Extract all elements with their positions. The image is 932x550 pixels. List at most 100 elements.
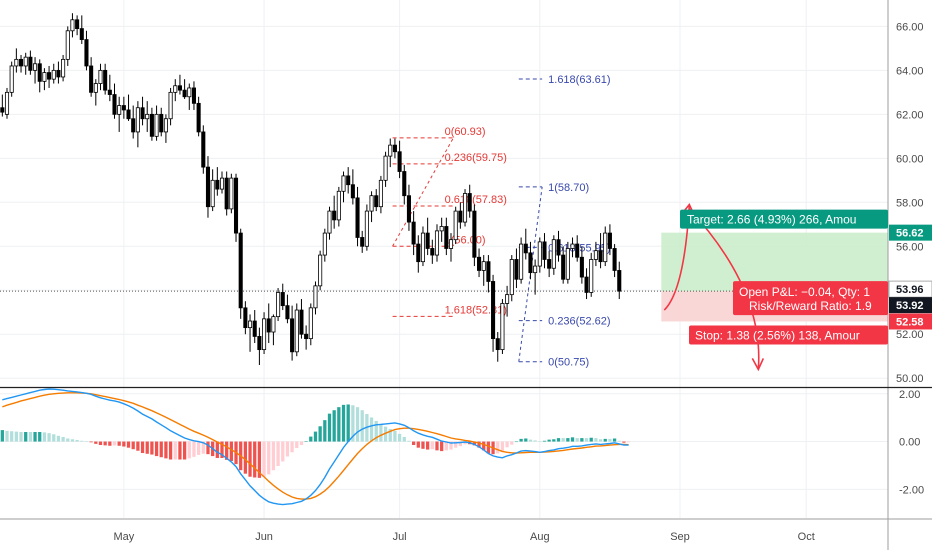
macd-histogram-bar: [299, 441, 304, 445]
candle-down: [374, 195, 379, 208]
macd-histogram-bar: [192, 441, 196, 457]
macd-histogram-bar: [24, 432, 28, 442]
candle-up: [33, 63, 38, 71]
candle-down: [191, 87, 196, 104]
candle-up: [276, 292, 281, 318]
fib-red-trend-line[interactable]: [392, 137, 454, 247]
fib-blue-level-label: 0(50.75): [548, 357, 589, 369]
candle-up: [369, 195, 374, 212]
candle-down: [547, 259, 552, 269]
candle-up: [509, 259, 514, 296]
candle-down: [556, 239, 561, 256]
macd-histogram-bar: [388, 428, 392, 442]
price-tick-label: 64.00: [896, 65, 924, 77]
candle-up: [262, 318, 267, 351]
macd-histogram-bar: [243, 441, 248, 474]
macd-histogram-bar: [108, 441, 112, 446]
macd-histogram-bar: [533, 440, 537, 442]
time-tick-label: Sep: [670, 531, 690, 543]
macd-histogram-bar: [575, 438, 579, 442]
macd-histogram-bar: [168, 441, 173, 460]
candle-down: [280, 292, 285, 307]
candle-down: [360, 237, 365, 247]
candle-up: [145, 113, 150, 120]
candle-down: [542, 241, 547, 260]
macd-histogram-bar: [477, 441, 481, 448]
pnl-label-box: [733, 281, 888, 316]
candle-up: [23, 56, 28, 67]
macd-histogram-bar: [538, 441, 542, 443]
candle-up: [336, 190, 341, 221]
macd-histogram-bar: [393, 430, 397, 442]
candle-down: [177, 85, 182, 91]
macd-histogram-bar: [407, 440, 411, 442]
candle-down: [252, 320, 257, 337]
macd-histogram-bar: [47, 433, 51, 442]
candle-up: [248, 320, 253, 329]
candle-down: [528, 252, 533, 274]
candle-down: [103, 69, 108, 91]
price-axis-labels[interactable]: 66.0064.0062.0060.0058.0056.0054.0052.00…: [896, 21, 924, 385]
macd-histogram-bar: [94, 441, 98, 444]
macd-histogram-bar: [201, 441, 205, 454]
macd-histogram-bar: [519, 438, 523, 442]
candle-down: [238, 232, 243, 309]
candle-up: [219, 177, 225, 190]
last-price-badge-box: [889, 297, 932, 314]
candle-down: [332, 210, 337, 221]
price-badges: 56.62 53.96 53.92 52.58: [888, 224, 932, 330]
macd-histogram-bar: [304, 441, 308, 442]
macd-histogram-bar: [496, 441, 500, 454]
candle-down: [425, 232, 430, 249]
macd-axis-labels[interactable]: 2.00 0.00 -2.00: [899, 389, 924, 497]
macd-histogram-bar: [5, 430, 9, 442]
candle-up: [519, 243, 524, 280]
candle-down: [584, 276, 589, 293]
macd-histogram-bar: [472, 441, 477, 446]
target-price-badge-text: 56.62: [896, 228, 924, 240]
candle-up: [420, 232, 426, 263]
candle-up: [448, 239, 454, 249]
candle-down: [304, 333, 309, 340]
candle-up: [313, 285, 318, 309]
candle-down: [89, 65, 94, 93]
candle-down: [486, 261, 491, 282]
candle-up: [294, 309, 299, 353]
fib-red-level-label: 0(60.93): [445, 126, 486, 138]
candle-down: [444, 226, 449, 249]
target-label-text: Target: 2.66 (4.93%) 266, Amou: [687, 213, 856, 227]
candle-up: [229, 177, 234, 210]
price-tick-label: 62.00: [896, 109, 924, 121]
candle-down: [79, 28, 84, 40]
macd-histogram-bar: [206, 441, 210, 455]
price-tick-label: 60.00: [896, 153, 924, 165]
candle-down: [182, 89, 187, 98]
target-price-badge-box: [889, 224, 932, 241]
entry-price-badge-text: 53.96: [896, 284, 924, 296]
candle-down: [467, 193, 472, 212]
time-axis-labels[interactable]: May Jun Jul Aug Sep Oct: [113, 531, 814, 543]
candle-down: [149, 113, 154, 137]
candle-up: [565, 248, 570, 280]
macd-histogram-bar: [379, 423, 383, 442]
candle-up: [533, 265, 538, 274]
time-tick-label: Jun: [255, 531, 273, 543]
macd-histogram-bar: [486, 441, 491, 454]
macd-histogram-bar: [514, 441, 519, 443]
macd-histogram-bar: [126, 441, 131, 448]
macd-histogram-bar: [75, 440, 79, 442]
fib-red-level-label: 1.618(52.81): [445, 304, 507, 316]
candle-up: [570, 243, 575, 249]
macd-histogram-bar: [482, 441, 486, 451]
macd-histogram-bar: [220, 441, 224, 458]
fib-blue-trend-line[interactable]: [518, 186, 543, 362]
macd-histogram-bar: [10, 431, 14, 442]
candle-down: [215, 179, 220, 190]
candle-up: [537, 241, 542, 267]
macd-histogram-bar: [61, 436, 65, 442]
candle-down: [406, 195, 411, 223]
price-tick-label: 50.00: [896, 373, 924, 385]
down-arrow-head: [751, 358, 765, 372]
fib-red-level-label: 0.236(59.75): [445, 152, 507, 164]
